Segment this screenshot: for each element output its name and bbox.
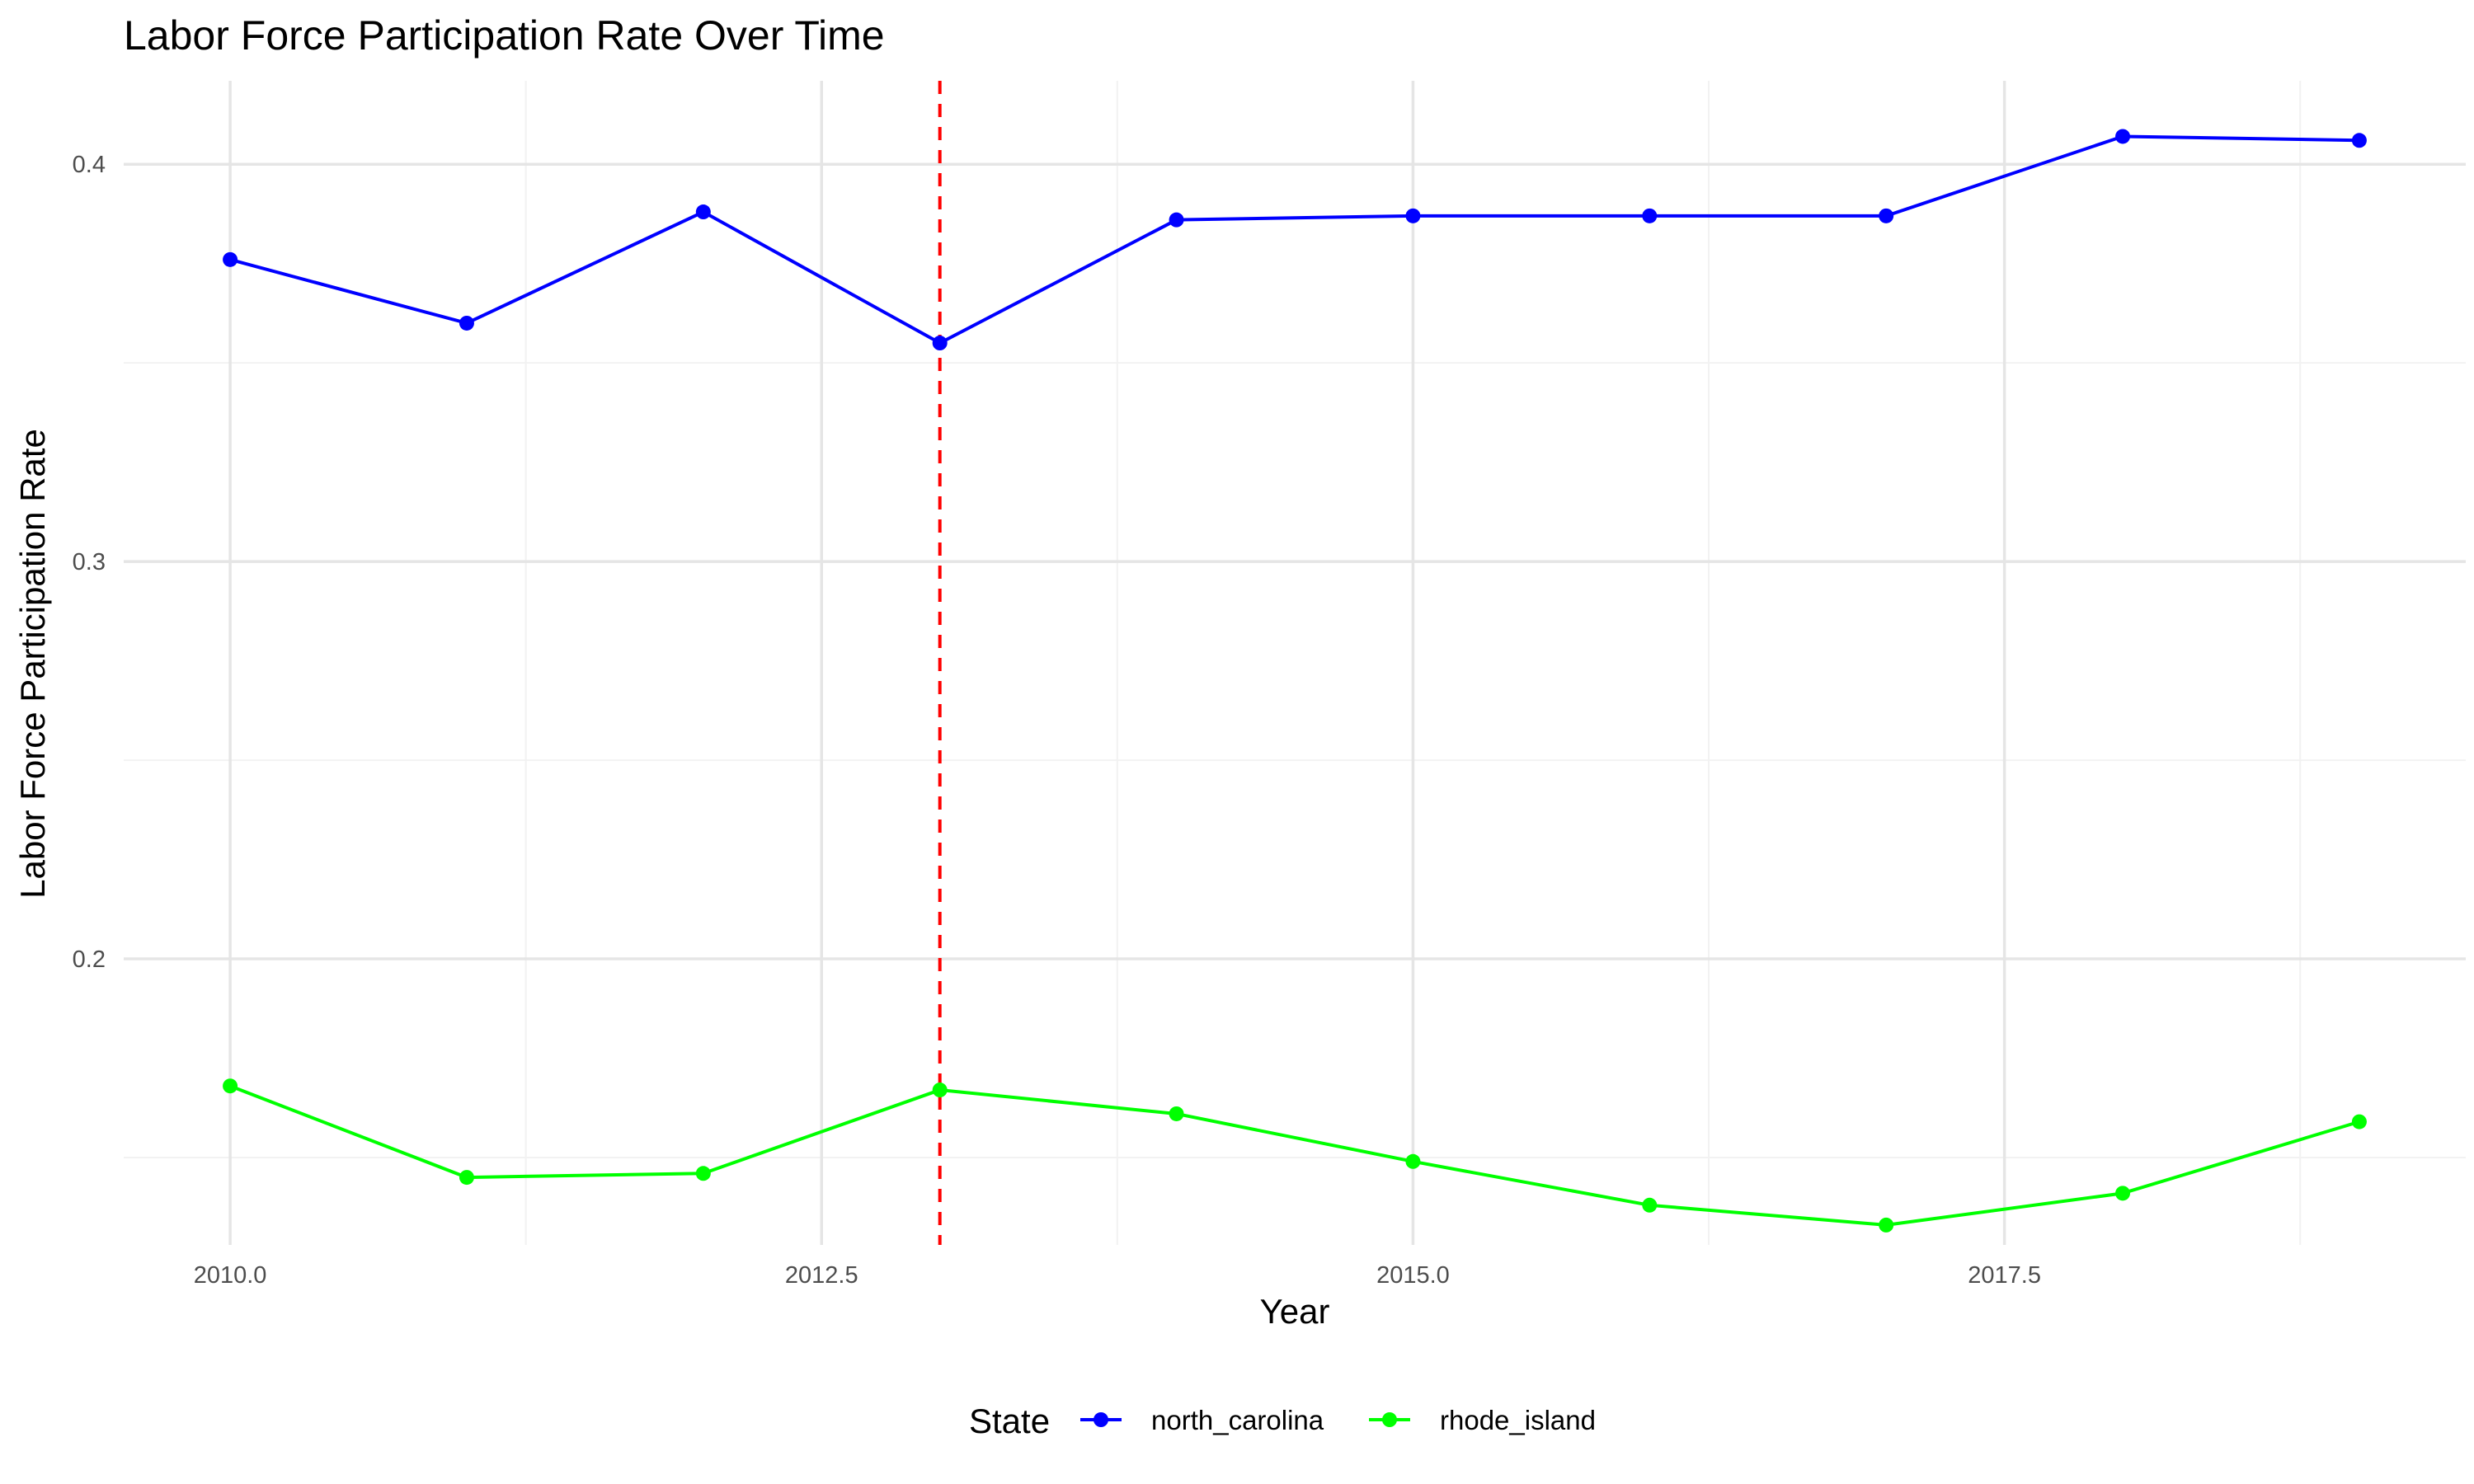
legend-label: rhode_island [1440, 1405, 1596, 1435]
data-point [1879, 208, 1894, 223]
legend-items: north_carolina rhode_island [1080, 1405, 1596, 1435]
chart-title: Labor Force Participation Rate Over Time [124, 12, 885, 59]
legend-swatch-point [1094, 1412, 1108, 1427]
series-north_carolina [223, 129, 2367, 351]
legend-title: State [969, 1402, 1050, 1440]
data-point [932, 336, 948, 351]
y-tick-label: 0.3 [73, 549, 106, 575]
x-tick-label: 2010.0 [194, 1262, 267, 1289]
x-tick-label: 2012.5 [785, 1262, 858, 1289]
data-point [695, 204, 711, 220]
data-point [1405, 1153, 1421, 1169]
legend: State north_carolina rhode_island [969, 1402, 1596, 1440]
data-point [1642, 208, 1658, 223]
data-point [1642, 1197, 1658, 1213]
legend-item-rhode_island: rhode_island [1369, 1405, 1596, 1435]
data-point [932, 1082, 948, 1098]
legend-label: north_carolina [1151, 1405, 1324, 1435]
data-point [695, 1166, 711, 1181]
data-point [459, 315, 474, 331]
data-point [459, 1170, 474, 1186]
data-point [2115, 1186, 2131, 1201]
series-layer [223, 129, 2367, 1233]
data-point [1879, 1217, 1894, 1233]
data-point [1169, 212, 1184, 228]
data-point [1169, 1106, 1184, 1121]
x-tick-label: 2015.0 [1376, 1262, 1450, 1289]
data-point [223, 251, 238, 267]
data-point [2351, 133, 2367, 148]
x-axis-title: Year [1260, 1292, 1330, 1331]
data-point [223, 1078, 238, 1094]
series-line [229, 1084, 2360, 1227]
legend-swatch-point [1382, 1412, 1397, 1427]
data-point [1405, 208, 1421, 223]
series-line [229, 134, 2359, 345]
series-rhode_island [223, 1078, 2367, 1233]
data-point [2351, 1114, 2367, 1129]
y-tick-label: 0.4 [73, 152, 106, 178]
x-tick-label: 2017.5 [1968, 1262, 2041, 1289]
legend-item-north_carolina: north_carolina [1080, 1405, 1324, 1435]
grid-layer [124, 81, 2466, 1245]
y-tick-label: 0.2 [73, 946, 106, 973]
axis-layer: 2010.0 2012.5 2015.0 2017.5 0.2 0.3 0.4 [73, 152, 2041, 1289]
y-axis-title: Labor Force Participation Rate [13, 429, 52, 899]
data-point [2115, 129, 2131, 144]
